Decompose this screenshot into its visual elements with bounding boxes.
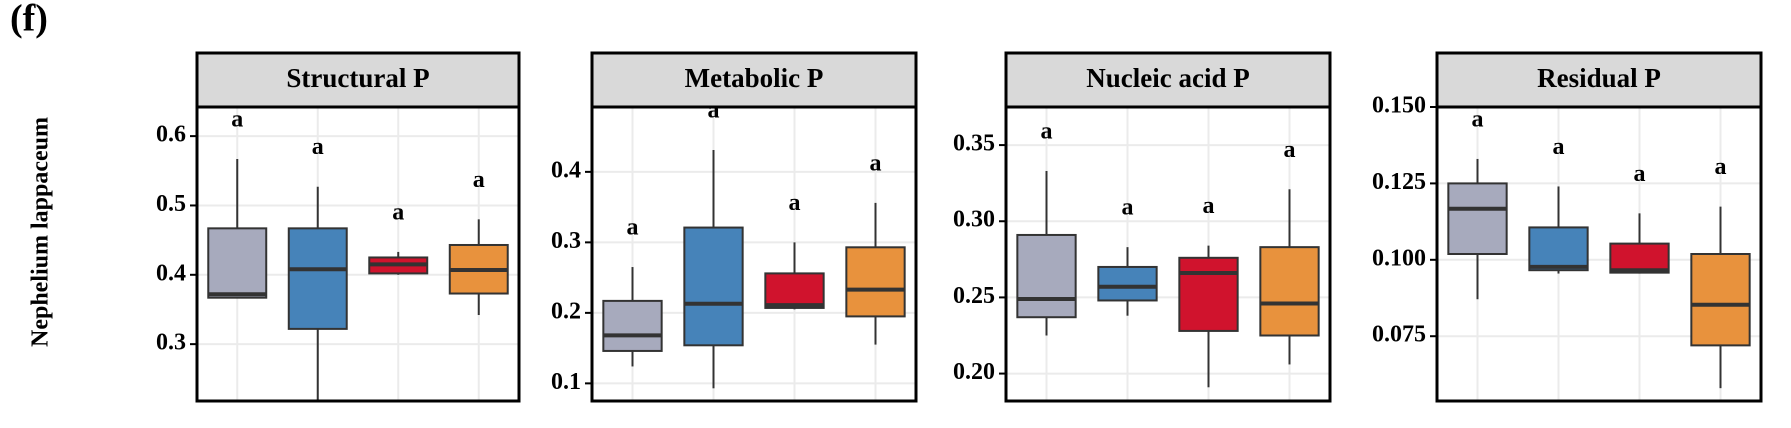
box: [1178, 256, 1239, 332]
significance-label: a: [1472, 106, 1484, 132]
y-tick-label: 0.35: [953, 131, 995, 157]
panel-title: Nucleic acid P: [1086, 63, 1249, 93]
box: [1097, 265, 1158, 302]
box: [764, 272, 825, 309]
significance-label: a: [708, 98, 720, 124]
y-tick-label: 0.4: [551, 157, 581, 183]
panel-title: Metabolic P: [685, 63, 824, 93]
y-tick-label: 0.4: [156, 260, 186, 286]
significance-label: a: [627, 215, 639, 241]
significance-label: a: [789, 190, 801, 216]
box: [683, 226, 744, 347]
y-axis-label: Nephelium lappaceum: [28, 117, 54, 347]
significance-label: a: [1634, 161, 1646, 187]
box: [1528, 226, 1589, 272]
y-tick-label: 0.2: [551, 298, 581, 324]
box: [845, 246, 906, 318]
significance-label: a: [473, 167, 485, 193]
box: [602, 299, 663, 352]
significance-label: a: [1284, 137, 1296, 163]
y-tick-label: 0.6: [156, 122, 186, 148]
y-tick-label: 0.075: [1372, 322, 1426, 348]
panel-frame: [1004, 105, 1332, 403]
panel-header: [1435, 51, 1763, 109]
box: [287, 227, 348, 330]
panel-header: [1004, 51, 1332, 109]
significance-label: a: [312, 134, 324, 160]
y-tick-label: 0.5: [156, 191, 186, 217]
significance-label: a: [1715, 154, 1727, 180]
significance-label: a: [1122, 195, 1134, 221]
y-tick-label: 0.100: [1372, 245, 1426, 271]
significance-label: a: [392, 199, 404, 225]
y-tick-label: 0.3: [156, 330, 186, 356]
box: [1259, 246, 1320, 337]
y-tick-label: 0.25: [953, 283, 995, 309]
panel-title: Residual P: [1537, 63, 1661, 93]
y-tick-label: 0.3: [551, 228, 581, 254]
box: [1690, 253, 1751, 347]
box: [1447, 182, 1508, 255]
next-figure-label: (g): [22, 422, 66, 428]
box: [1016, 233, 1077, 319]
y-tick-label: 0.30: [953, 207, 995, 233]
significance-label: a: [1203, 193, 1215, 219]
significance-label: a: [231, 107, 243, 133]
box: [1609, 242, 1670, 274]
y-tick-label: 0.125: [1372, 169, 1426, 195]
panel-frame: [195, 105, 521, 403]
significance-label: a: [1553, 134, 1565, 160]
panel-header: [590, 51, 918, 109]
box: [207, 227, 268, 299]
y-tick-label: 0.1: [551, 369, 581, 395]
panel-frame: [1435, 105, 1763, 403]
panel-header: [195, 51, 521, 109]
figure-label: (f): [10, 0, 48, 40]
panel-title: Structural P: [286, 63, 429, 93]
panel-frame: [590, 105, 918, 403]
significance-label: a: [1041, 118, 1053, 144]
significance-label: a: [870, 150, 882, 176]
y-tick-label: 0.150: [1372, 93, 1426, 119]
y-tick-label: 0.20: [953, 359, 995, 385]
